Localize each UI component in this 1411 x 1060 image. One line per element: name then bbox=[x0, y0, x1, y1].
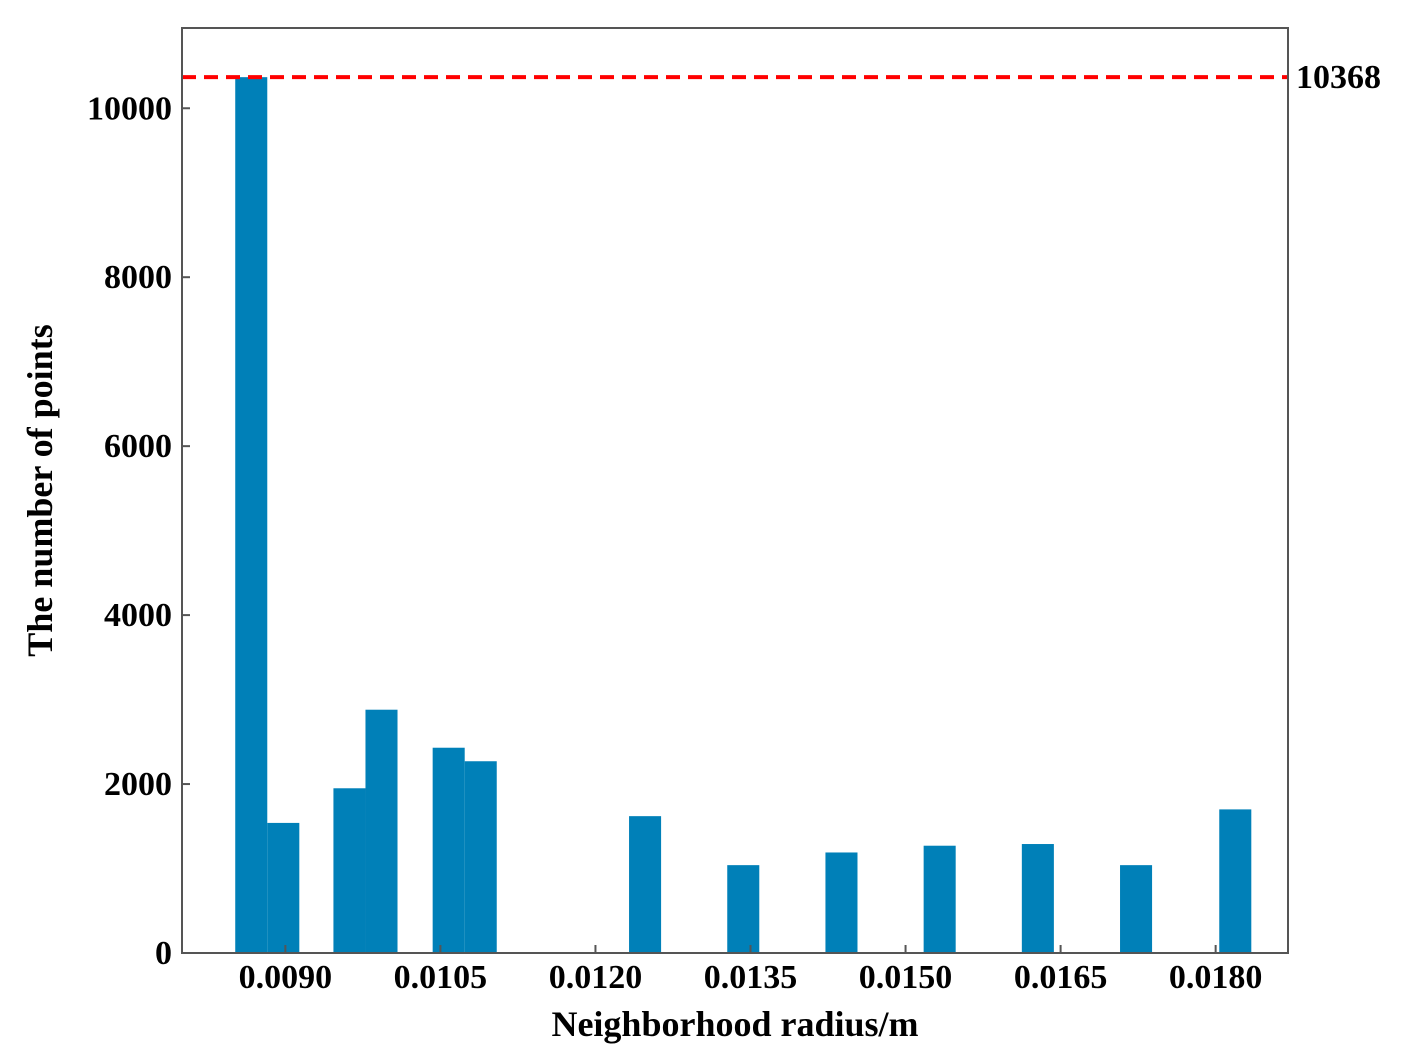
x-tick-label: 0.0180 bbox=[1169, 959, 1263, 996]
y-axis-label: The number of points bbox=[20, 324, 60, 656]
y-tick-label: 6000 bbox=[104, 428, 172, 465]
y-tick-label: 8000 bbox=[104, 259, 172, 296]
bar bbox=[1120, 865, 1153, 953]
plot-frame bbox=[181, 27, 1289, 954]
y-axis-ticks: 0 2000 4000 6000 8000 10000 bbox=[87, 90, 190, 972]
y-tick-label: 2000 bbox=[104, 766, 172, 803]
y-tick-label: 0 bbox=[155, 935, 172, 972]
x-axis-label: Neighborhood radius/m bbox=[551, 1004, 918, 1044]
reference-line-label: 10368 bbox=[1296, 59, 1381, 96]
plot-area: 0 2000 4000 6000 8000 10000 0.0090 0.0105 0.012… bbox=[87, 27, 1289, 996]
bar bbox=[1021, 844, 1054, 953]
bar bbox=[923, 845, 956, 953]
bar bbox=[629, 816, 662, 953]
bar bbox=[432, 747, 465, 953]
bar bbox=[825, 852, 858, 953]
y-tick-label: 4000 bbox=[104, 597, 172, 634]
y-tick-label: 10000 bbox=[87, 90, 172, 127]
bar bbox=[267, 822, 300, 953]
x-tick-label: 0.0120 bbox=[549, 959, 643, 996]
x-tick-label: 0.0150 bbox=[859, 959, 953, 996]
bar bbox=[464, 761, 497, 953]
x-tick-label: 0.0090 bbox=[239, 959, 333, 996]
bar bbox=[727, 865, 760, 953]
x-tick-label: 0.0105 bbox=[394, 959, 488, 996]
bar bbox=[333, 788, 366, 953]
bar bbox=[1219, 809, 1252, 953]
x-tick-label: 0.0135 bbox=[704, 959, 798, 996]
bar bbox=[235, 77, 268, 954]
x-axis-ticks: 0.0090 0.0105 0.0120 0.0135 0.0150 0.0165 0.01… bbox=[239, 945, 1263, 996]
bars bbox=[235, 77, 1252, 954]
bar bbox=[365, 709, 398, 953]
x-tick-label: 0.0165 bbox=[1014, 959, 1108, 996]
